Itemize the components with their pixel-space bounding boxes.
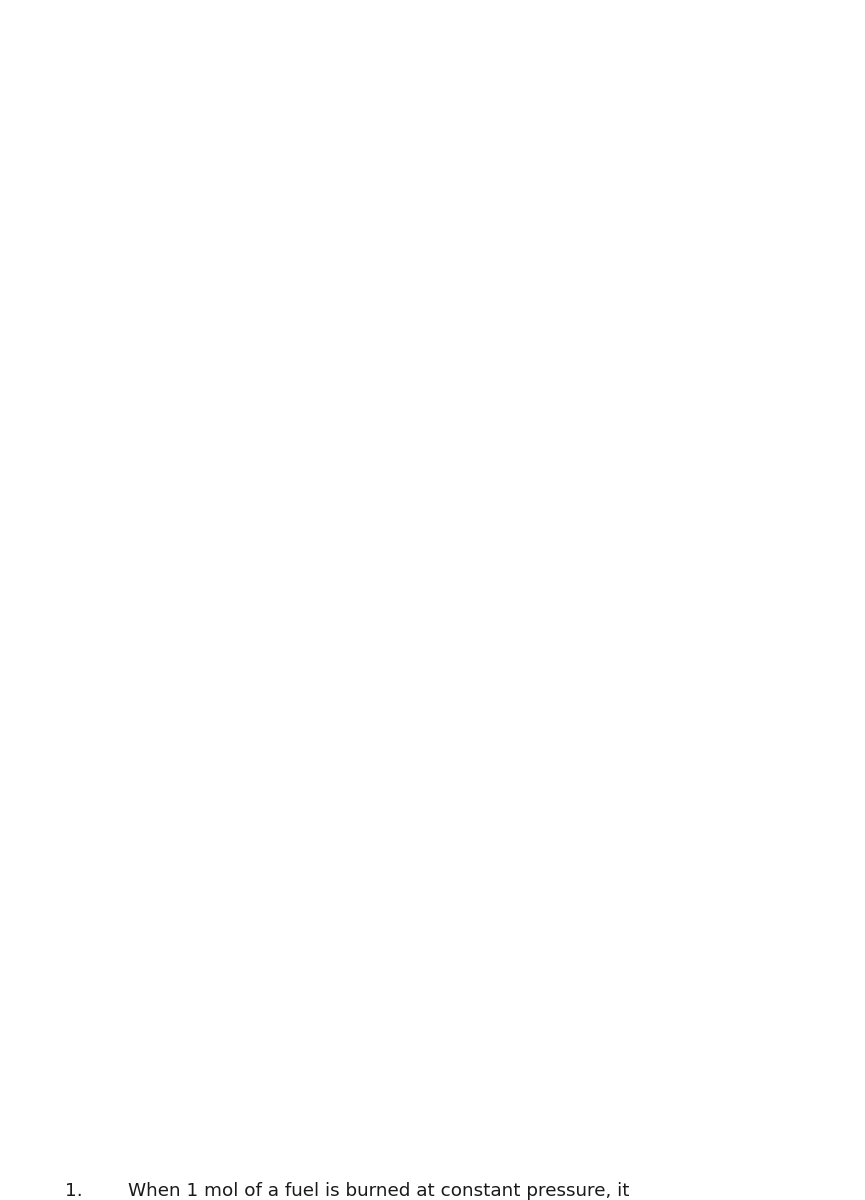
Text: 1.: 1. — [65, 1182, 82, 1200]
Text: When 1 mol of a fuel is burned at constant pressure, it: When 1 mol of a fuel is burned at consta… — [128, 1182, 630, 1200]
